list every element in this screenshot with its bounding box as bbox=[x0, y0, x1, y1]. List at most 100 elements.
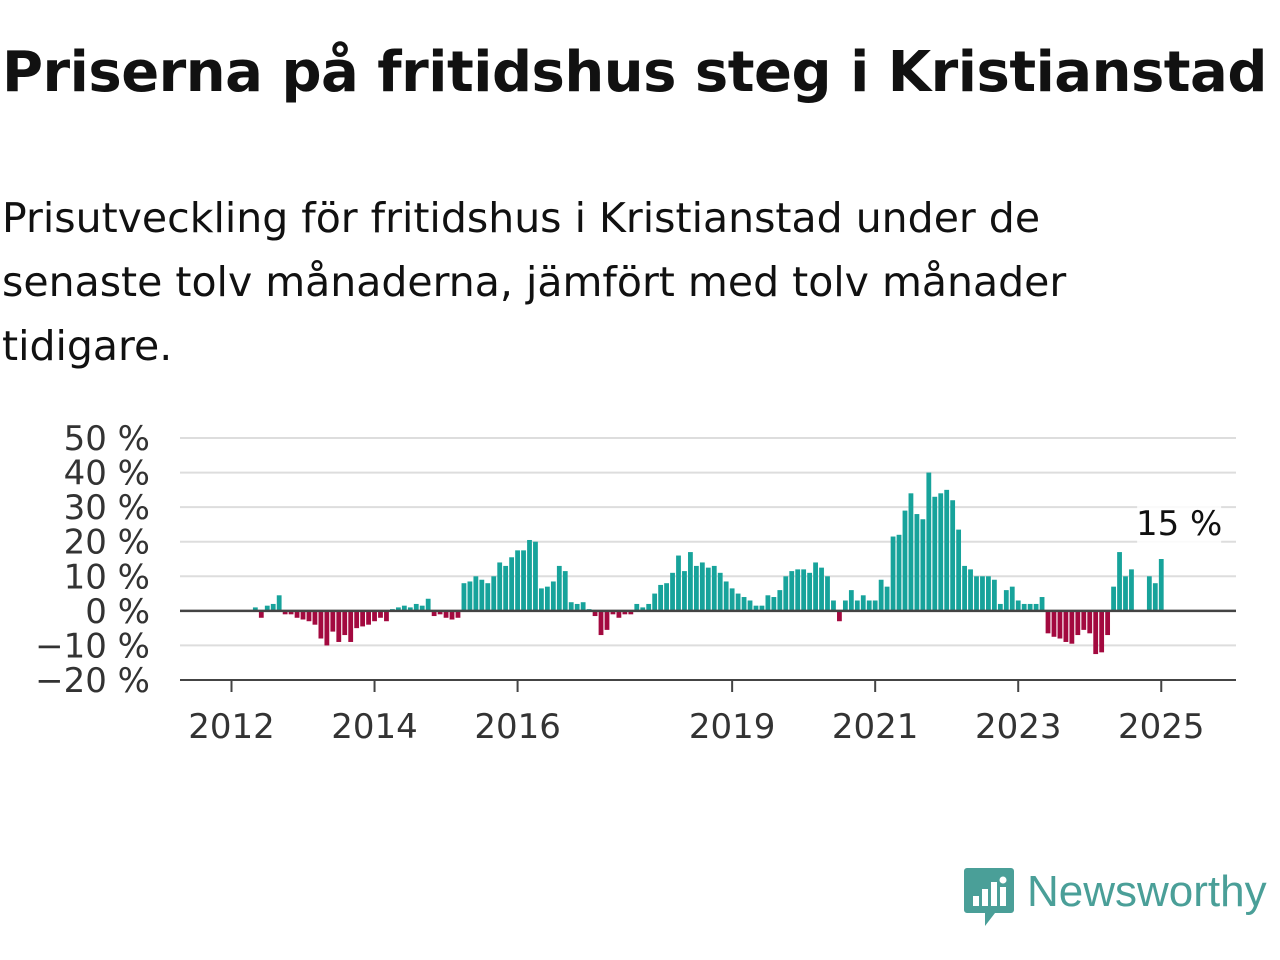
bar bbox=[682, 571, 687, 611]
bar bbox=[759, 605, 765, 611]
bar bbox=[550, 581, 556, 611]
bar bbox=[1152, 583, 1158, 611]
bar bbox=[324, 610, 330, 646]
bar bbox=[866, 600, 872, 611]
bar bbox=[938, 493, 944, 611]
x-tick-label: 2016 bbox=[474, 707, 561, 747]
y-tick-label: 20 % bbox=[64, 523, 150, 563]
bar bbox=[1069, 610, 1075, 644]
bar bbox=[1123, 576, 1128, 611]
bar bbox=[539, 588, 544, 611]
bar bbox=[848, 590, 854, 611]
bar bbox=[252, 607, 258, 611]
page-title: Priserna på fritidshus steg i Kristianst… bbox=[2, 40, 1267, 105]
bar bbox=[884, 586, 890, 611]
bar bbox=[610, 610, 616, 615]
bar bbox=[968, 569, 973, 611]
bar bbox=[449, 610, 455, 620]
bar bbox=[485, 583, 491, 611]
bar bbox=[354, 610, 360, 629]
bar bbox=[1075, 610, 1081, 636]
bar bbox=[664, 583, 669, 611]
bar bbox=[479, 579, 485, 611]
bar bbox=[795, 569, 801, 611]
bar bbox=[360, 610, 366, 627]
axes bbox=[180, 609, 1236, 681]
bar bbox=[842, 600, 848, 611]
x-tick-label: 2019 bbox=[689, 707, 776, 747]
bar bbox=[741, 597, 747, 611]
y-tick-label: 40 % bbox=[64, 454, 150, 494]
bar bbox=[1146, 576, 1152, 611]
bar bbox=[1015, 600, 1021, 611]
bar bbox=[872, 600, 878, 611]
bar bbox=[688, 552, 693, 611]
bar bbox=[1158, 559, 1164, 611]
bar bbox=[777, 590, 783, 611]
bar bbox=[860, 595, 866, 611]
bar bbox=[735, 593, 741, 611]
bar bbox=[527, 539, 532, 611]
bar bbox=[986, 576, 991, 611]
bar bbox=[264, 605, 270, 611]
bar bbox=[920, 519, 926, 611]
bar bbox=[789, 571, 795, 611]
bar bbox=[592, 610, 598, 617]
bar bbox=[312, 610, 318, 625]
bar bbox=[634, 603, 640, 611]
bar bbox=[914, 514, 920, 611]
bar bbox=[1081, 610, 1087, 630]
annotation-background bbox=[1137, 501, 1222, 545]
bar bbox=[419, 605, 425, 611]
bar bbox=[640, 607, 646, 611]
bar bbox=[306, 610, 312, 622]
bar bbox=[997, 603, 1003, 611]
bar bbox=[926, 472, 932, 611]
bar bbox=[902, 510, 908, 611]
x-tick-label: 2012 bbox=[188, 707, 275, 747]
price-change-chart: 50 %40 %30 %20 %10 %0 %−10 %−20 % 2012 20… bbox=[35, 419, 1236, 747]
y-tick-label: 10 % bbox=[64, 557, 150, 597]
bar bbox=[384, 610, 389, 622]
bar bbox=[568, 602, 574, 611]
bar bbox=[628, 610, 634, 615]
x-tick-label: 2021 bbox=[832, 707, 919, 747]
bar bbox=[509, 557, 515, 611]
bar bbox=[467, 581, 473, 611]
bar bbox=[974, 576, 979, 611]
bar bbox=[372, 610, 377, 622]
bar bbox=[944, 489, 950, 611]
bar bbox=[378, 610, 383, 618]
bar bbox=[1129, 569, 1134, 611]
bar bbox=[395, 607, 401, 611]
bar bbox=[1093, 610, 1099, 655]
bar bbox=[765, 595, 771, 611]
bar bbox=[407, 607, 413, 611]
bar bbox=[348, 610, 354, 642]
bar bbox=[878, 579, 884, 611]
bar bbox=[455, 610, 461, 618]
bar bbox=[1099, 610, 1105, 653]
bar bbox=[1033, 603, 1039, 611]
bar bbox=[443, 610, 449, 618]
bar bbox=[562, 571, 568, 611]
bar bbox=[991, 579, 997, 611]
bar bbox=[294, 610, 300, 618]
bar bbox=[831, 600, 836, 611]
bar bbox=[497, 562, 503, 611]
bar bbox=[604, 610, 610, 630]
bar bbox=[515, 550, 520, 611]
bar bbox=[330, 610, 336, 632]
bar bbox=[574, 603, 580, 611]
bar bbox=[1009, 586, 1015, 611]
bars bbox=[252, 472, 1164, 655]
y-tick-label: 30 % bbox=[64, 488, 150, 528]
bar bbox=[819, 567, 824, 611]
bar bbox=[1063, 610, 1069, 642]
bar bbox=[1117, 552, 1122, 611]
bar bbox=[556, 565, 562, 611]
bar bbox=[342, 610, 348, 636]
bar bbox=[676, 555, 681, 611]
bar bbox=[652, 593, 658, 611]
bar bbox=[729, 588, 735, 611]
